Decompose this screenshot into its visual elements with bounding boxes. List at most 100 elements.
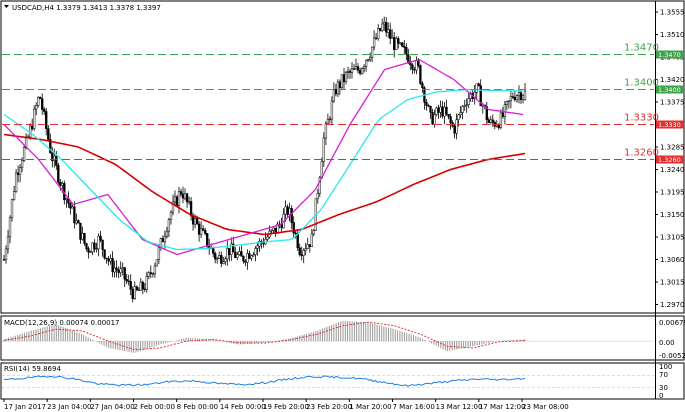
candle: [515, 94, 519, 103]
candle: [459, 106, 462, 119]
x-tick-label: 27 Jan 04:00: [90, 403, 134, 411]
candle: [45, 108, 48, 136]
candle: [165, 226, 169, 239]
candle: [18, 164, 22, 183]
macd-tick-zero: 0.00: [659, 339, 675, 347]
candle: [266, 233, 269, 241]
level-label-1.3260: 1.3260: [624, 148, 659, 159]
x-tick-label: 14 Feb 00:00: [220, 403, 266, 411]
candle: [427, 103, 430, 108]
candle: [22, 145, 26, 162]
rsi-plot-frame: [0, 362, 685, 400]
macd-tick-bottom: -0.00525: [659, 352, 685, 360]
y-tick-label: 1.3150: [660, 211, 685, 219]
candle: [214, 251, 217, 264]
candle: [85, 242, 88, 252]
level-label-1.3400: 1.3400: [624, 78, 659, 89]
candle: [169, 210, 173, 225]
candle: [12, 185, 16, 201]
candle: [242, 255, 245, 264]
candle: [199, 221, 203, 239]
rsi-tick-30: 30: [659, 384, 668, 392]
candle: [151, 272, 155, 278]
x-tick-label: 19 Feb 20:00: [263, 403, 309, 411]
candle: [236, 251, 239, 261]
level-price-tag-text: 1.3400: [658, 86, 681, 94]
candle: [133, 281, 136, 300]
candle: [374, 32, 378, 40]
candle: [491, 114, 494, 127]
candle: [20, 157, 24, 172]
y-tick-label: 1.3105: [660, 234, 685, 242]
candle: [73, 201, 76, 229]
candle: [250, 254, 253, 261]
candle: [93, 239, 96, 253]
y-tick-label: 1.3555: [660, 9, 685, 17]
candle: [385, 17, 388, 37]
candle: [312, 229, 315, 237]
candle: [87, 246, 90, 259]
candle: [189, 197, 193, 221]
candle: [292, 216, 295, 238]
candle: [523, 83, 527, 101]
level-label-1.3330: 1.3330: [624, 113, 659, 124]
candle: [475, 83, 478, 100]
candle: [254, 246, 257, 262]
candle: [447, 114, 450, 120]
candle: [425, 99, 428, 111]
candle: [507, 100, 511, 109]
candle: [155, 259, 159, 267]
candle: [153, 262, 157, 278]
x-tick-label: 8 Feb 00:00: [177, 403, 218, 411]
candle: [389, 22, 392, 45]
candle: [105, 257, 108, 264]
y-tick-label: 1.3060: [660, 256, 685, 264]
candle: [258, 238, 261, 252]
candle: [43, 106, 46, 115]
level-price-tag-text: 1.3330: [658, 121, 681, 129]
candle: [99, 231, 102, 243]
rsi-tick-70: 70: [659, 371, 668, 379]
candle: [185, 192, 189, 208]
candle: [97, 233, 100, 257]
candle: [372, 30, 376, 51]
candle: [455, 113, 458, 140]
candle: [222, 256, 225, 265]
candle: [511, 92, 515, 99]
candle: [240, 245, 243, 257]
candle: [360, 67, 364, 75]
candle: [206, 233, 209, 250]
candle: [463, 99, 466, 111]
candle: [411, 63, 414, 75]
candle: [513, 90, 517, 102]
candle: [10, 198, 14, 222]
candle: [302, 248, 305, 264]
candle: [252, 252, 255, 257]
candle: [403, 39, 406, 54]
candle: [435, 106, 438, 117]
level-price-tag: [656, 120, 684, 129]
candle: [503, 100, 507, 125]
candle: [509, 90, 513, 109]
candle: [95, 242, 98, 253]
candle: [111, 251, 114, 278]
candle: [326, 113, 330, 124]
candle: [131, 286, 134, 303]
candle: [405, 43, 408, 61]
candle: [364, 59, 368, 72]
candle: [175, 195, 179, 207]
level-price-tag-text: 1.3260: [658, 156, 681, 164]
rsi-tick-100: 100: [659, 363, 672, 371]
y-tick-label: 1.3015: [660, 279, 685, 287]
candle: [328, 116, 332, 124]
candle: [123, 267, 126, 287]
candle: [8, 215, 12, 244]
candle: [89, 250, 92, 253]
y-tick-label: 1.3420: [660, 76, 685, 84]
candle: [256, 241, 259, 256]
x-tick-label: 23 Feb 20:00: [306, 403, 352, 411]
candle: [419, 64, 422, 85]
dropdown-triangle-icon[interactable]: [4, 5, 9, 8]
candle: [177, 186, 181, 214]
